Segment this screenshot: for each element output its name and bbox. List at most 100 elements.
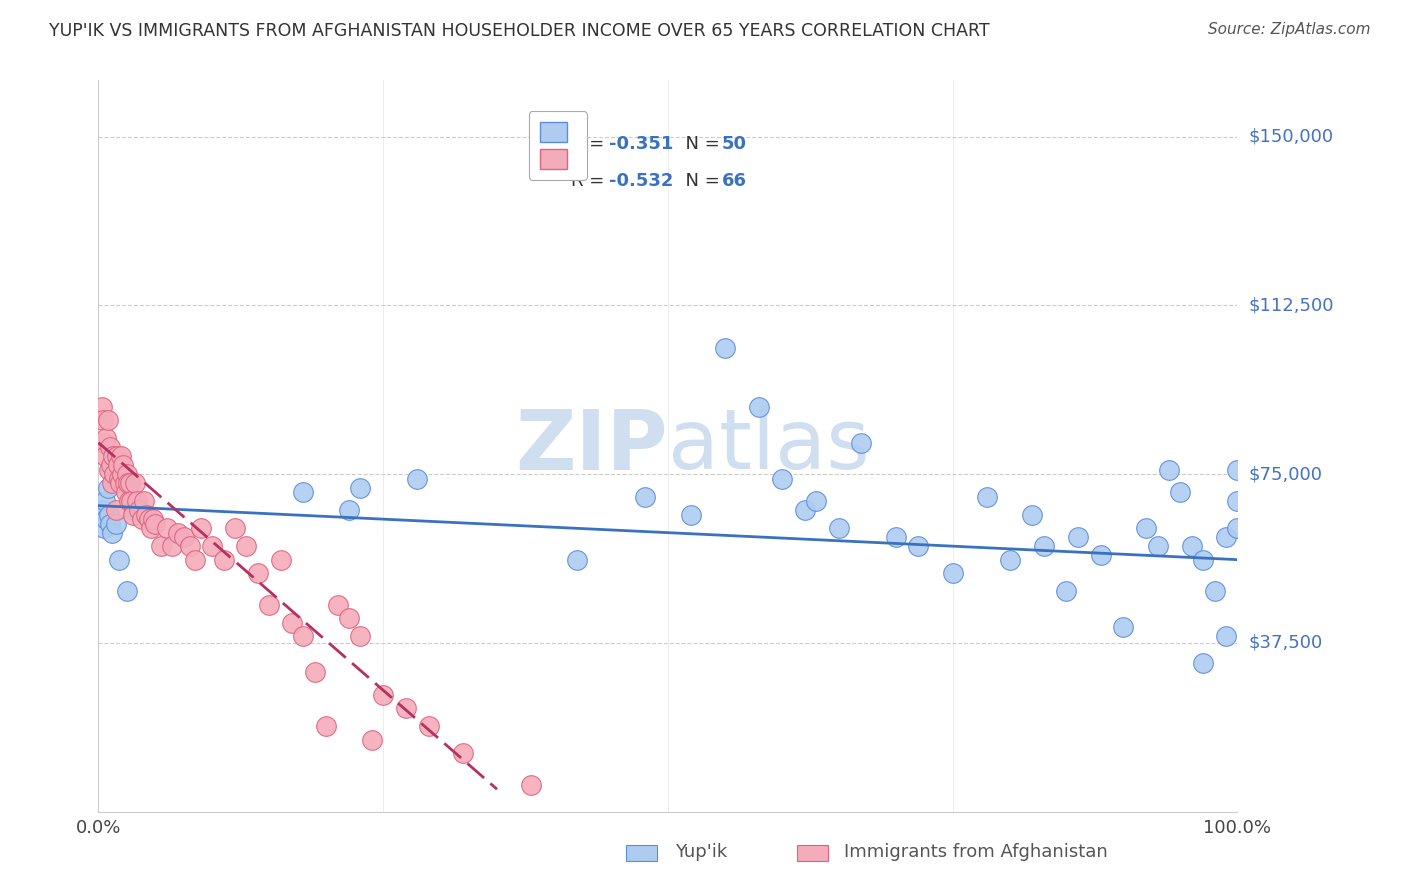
Point bbox=[1112, 620, 1135, 634]
Point bbox=[120, 476, 142, 491]
Point bbox=[395, 701, 418, 715]
Text: N =: N = bbox=[673, 172, 725, 190]
Point bbox=[121, 508, 143, 522]
Point bbox=[111, 467, 134, 482]
Point bbox=[96, 481, 118, 495]
Point bbox=[942, 566, 965, 581]
Point bbox=[1032, 539, 1054, 553]
Point bbox=[112, 458, 135, 472]
Point bbox=[360, 732, 382, 747]
Point bbox=[224, 521, 246, 535]
Point bbox=[1146, 539, 1168, 553]
Point bbox=[97, 508, 120, 522]
Point bbox=[304, 665, 326, 680]
Point bbox=[1054, 584, 1078, 599]
Point bbox=[1192, 656, 1215, 670]
Point bbox=[93, 521, 115, 535]
Point bbox=[179, 539, 201, 553]
Text: Yup'ik: Yup'ik bbox=[675, 843, 727, 861]
Point bbox=[246, 566, 269, 581]
Point bbox=[634, 490, 657, 504]
Point bbox=[270, 552, 292, 566]
Text: $150,000: $150,000 bbox=[1249, 128, 1333, 145]
Point bbox=[1192, 552, 1215, 566]
Point bbox=[91, 413, 114, 427]
Point bbox=[114, 485, 136, 500]
Point bbox=[679, 508, 702, 522]
Point bbox=[714, 341, 737, 355]
Point bbox=[103, 449, 125, 463]
Point bbox=[793, 503, 815, 517]
Point bbox=[124, 476, 146, 491]
Point bbox=[94, 449, 117, 463]
Point bbox=[337, 503, 360, 517]
Point bbox=[108, 472, 131, 486]
Text: R =: R = bbox=[571, 172, 610, 190]
Point bbox=[104, 516, 127, 531]
Point bbox=[748, 400, 770, 414]
Point bbox=[96, 512, 118, 526]
Point bbox=[96, 413, 118, 427]
Point bbox=[108, 552, 131, 566]
Point bbox=[235, 539, 257, 553]
Point bbox=[115, 584, 138, 599]
Point bbox=[162, 539, 184, 553]
Point bbox=[371, 688, 394, 702]
Point bbox=[118, 494, 141, 508]
Point bbox=[259, 598, 281, 612]
Text: ZIP: ZIP bbox=[516, 406, 668, 486]
Point bbox=[451, 746, 474, 760]
Point bbox=[139, 521, 162, 535]
Point bbox=[326, 598, 349, 612]
Text: -0.351: -0.351 bbox=[609, 135, 673, 153]
Point bbox=[1226, 494, 1249, 508]
Point bbox=[292, 485, 315, 500]
Legend: , : , bbox=[529, 112, 586, 180]
Point bbox=[94, 494, 117, 508]
Point bbox=[135, 508, 157, 522]
Point bbox=[115, 467, 138, 482]
Text: R =: R = bbox=[571, 135, 610, 153]
Point bbox=[100, 458, 122, 472]
Point bbox=[292, 629, 315, 643]
Point bbox=[138, 512, 160, 526]
Point bbox=[1226, 521, 1249, 535]
Text: atlas: atlas bbox=[668, 406, 869, 486]
Point bbox=[121, 503, 143, 517]
Text: Immigrants from Afghanistan: Immigrants from Afghanistan bbox=[844, 843, 1108, 861]
Point bbox=[107, 458, 129, 472]
Point bbox=[406, 472, 429, 486]
Point bbox=[114, 476, 136, 491]
Point bbox=[1215, 530, 1237, 544]
Point bbox=[90, 400, 112, 414]
Point bbox=[105, 449, 128, 463]
Point bbox=[1170, 485, 1192, 500]
Point bbox=[150, 539, 173, 553]
Point bbox=[167, 525, 190, 540]
Text: YUP'IK VS IMMIGRANTS FROM AFGHANISTAN HOUSEHOLDER INCOME OVER 65 YEARS CORRELATI: YUP'IK VS IMMIGRANTS FROM AFGHANISTAN HO… bbox=[49, 22, 990, 40]
Point bbox=[907, 539, 929, 553]
Point bbox=[565, 552, 588, 566]
Text: 66: 66 bbox=[721, 172, 747, 190]
Point bbox=[101, 525, 124, 540]
Point bbox=[828, 521, 851, 535]
Point bbox=[1067, 530, 1090, 544]
Point bbox=[91, 503, 114, 517]
Point bbox=[98, 440, 121, 454]
Point bbox=[212, 552, 235, 566]
Point bbox=[1204, 584, 1226, 599]
Point bbox=[201, 539, 224, 553]
Point bbox=[884, 530, 907, 544]
Text: $37,500: $37,500 bbox=[1249, 634, 1323, 652]
Point bbox=[520, 778, 543, 792]
Point bbox=[103, 467, 125, 482]
Point bbox=[120, 494, 142, 508]
Point bbox=[101, 476, 124, 491]
Point bbox=[132, 494, 155, 508]
Point bbox=[998, 552, 1021, 566]
Point bbox=[128, 503, 150, 517]
Point bbox=[93, 435, 115, 450]
Point bbox=[131, 512, 153, 526]
Text: $75,000: $75,000 bbox=[1249, 465, 1323, 483]
Point bbox=[184, 552, 207, 566]
